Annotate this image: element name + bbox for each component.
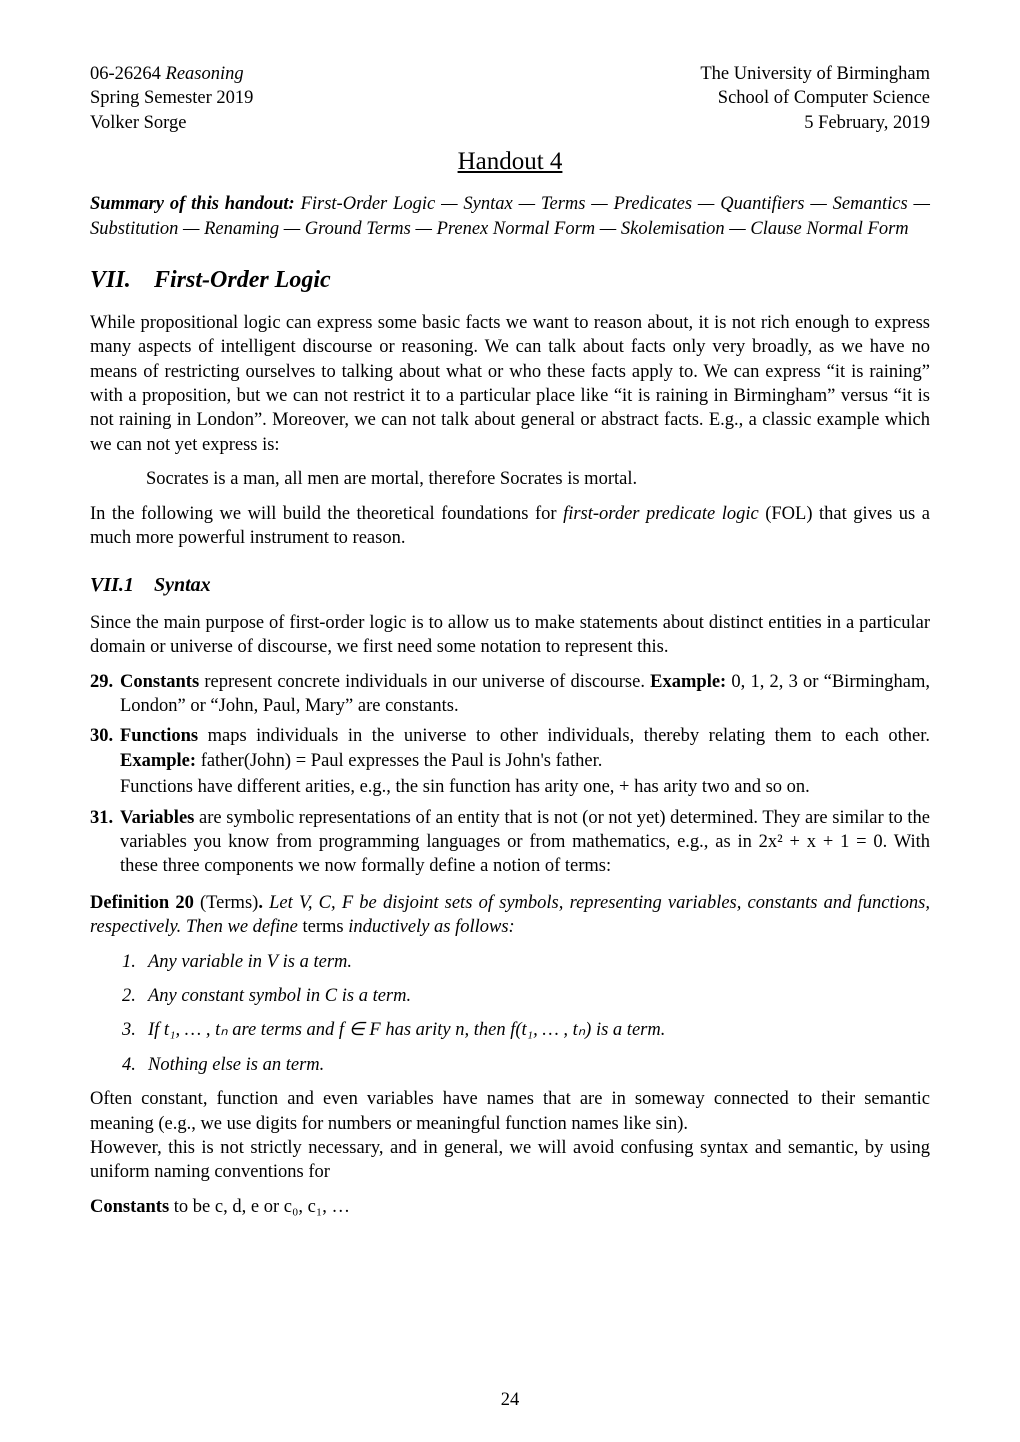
section-heading: VII.First-Order Logic xyxy=(90,265,930,297)
item-marker: 30. xyxy=(90,724,120,799)
course-code: 06-26264 Reasoning xyxy=(90,62,253,86)
item-marker: 31. xyxy=(90,806,120,879)
section-number: VII. xyxy=(90,265,154,297)
definition-lead: Definition 20 xyxy=(90,893,200,913)
enum-item: 1. Any variable in V is a term. xyxy=(122,950,930,974)
tail-p1: Often constant, function and even variab… xyxy=(90,1087,930,1136)
item-29: 29. Constants represent concrete individ… xyxy=(90,670,930,719)
subsection-title: Syntax xyxy=(154,574,211,596)
socrates-quote: Socrates is a man, all men are mortal, t… xyxy=(146,467,930,491)
university: The University of Birmingham xyxy=(700,62,930,86)
item-subline: Functions have different arities, e.g., … xyxy=(120,775,930,799)
item-body: Variables are symbolic representations o… xyxy=(120,806,930,879)
enum-item: 3. If t₁, … , tₙ are terms and f ∈ F has… xyxy=(122,1018,930,1042)
constants-convention: Constants to be c, d, e or c₀, c₁, … xyxy=(90,1195,930,1219)
section-title: First-Order Logic xyxy=(154,267,331,293)
summary-lead: Summary of this handout: xyxy=(90,194,295,214)
summary: Summary of this handout: First-Order Log… xyxy=(90,192,930,241)
enum-item: 2. Any constant symbol in C is a term. xyxy=(122,984,930,1008)
item-body: Constants represent concrete individuals… xyxy=(120,670,930,719)
subsection-heading: VII.1Syntax xyxy=(90,572,930,598)
definition-enumeration: 1. Any variable in V is a term. 2. Any c… xyxy=(122,950,930,1078)
page-number: 24 xyxy=(0,1388,1020,1412)
item-31: 31. Variables are symbolic representatio… xyxy=(90,806,930,879)
intro-p2: In the following we will build the theor… xyxy=(90,502,930,551)
enum-item: 4. Nothing else is an term. xyxy=(122,1053,930,1077)
author: Volker Sorge xyxy=(90,111,253,135)
header: 06-26264 Reasoning Spring Semester 2019 … xyxy=(90,62,930,135)
school: School of Computer Science xyxy=(700,86,930,110)
tail-p2: However, this is not strictly necessary,… xyxy=(90,1136,930,1185)
header-right: The University of Birmingham School of C… xyxy=(700,62,930,135)
intro-p1: While propositional logic can express so… xyxy=(90,311,930,457)
semester: Spring Semester 2019 xyxy=(90,86,253,110)
definition-20: Definition 20 (Terms). Let V, C, F be di… xyxy=(90,891,930,940)
page: 06-26264 Reasoning Spring Semester 2019 … xyxy=(0,0,1020,1442)
syntax-intro: Since the main purpose of first-order lo… xyxy=(90,611,930,660)
definition-paren: (Terms) xyxy=(200,893,258,913)
item-body: Functions maps individuals in the univer… xyxy=(120,724,930,799)
item-marker: 29. xyxy=(90,670,120,719)
header-left: 06-26264 Reasoning Spring Semester 2019 … xyxy=(90,62,253,135)
handout-title: Handout 4 xyxy=(90,145,930,178)
subsection-number: VII.1 xyxy=(90,572,154,598)
date: 5 February, 2019 xyxy=(700,111,930,135)
item-30: 30. Functions maps individuals in the un… xyxy=(90,724,930,799)
